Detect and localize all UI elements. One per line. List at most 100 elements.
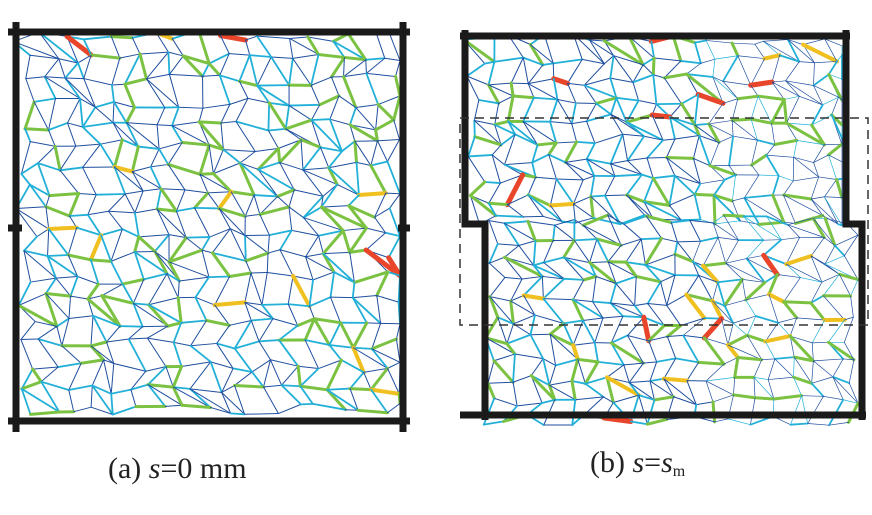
contact-force-line [364,57,386,61]
contact-force-line [48,98,56,131]
contact-force-line [742,279,766,283]
contact-force-line [824,196,843,226]
contact-force-line [488,256,505,264]
contact-force-line [694,39,707,44]
contact-force-line [168,73,180,108]
contact-force-line [319,205,368,230]
contact-force-line [110,36,121,59]
contact-force-line [232,367,253,373]
contact-force-line [166,272,181,282]
contact-force-line [279,161,295,191]
contact-force-line [522,120,539,146]
contact-force-line [217,189,234,211]
contact-force-line [66,253,93,262]
contact-force-line [59,145,77,171]
contact-force-line [789,317,798,337]
contact-force-line [349,106,357,126]
contact-force-line [244,213,261,217]
contact-force-line [704,337,729,346]
contact-force-line [660,274,676,283]
contact-force-line [488,182,501,204]
contact-force-line [777,317,798,324]
contact-force-line [622,133,629,162]
contact-force-line [322,252,356,284]
contact-force-line [589,39,605,42]
contact-force-line [810,237,825,257]
contact-force-line [64,77,96,108]
contact-force-line [632,73,655,84]
contact-force-line [158,142,183,150]
contact-force-line [318,235,324,255]
contact-force-line [356,161,372,167]
contact-force-line [807,423,830,426]
contact-force-line [189,388,232,414]
contact-force-line [571,343,580,362]
contact-force-line [204,318,232,327]
contact-force-line [156,187,162,210]
contact-force-line [725,258,747,264]
contact-force-line [351,281,356,299]
caption-b-eq: = [644,446,662,479]
contact-force-line [302,217,344,232]
contact-force-line [705,380,734,396]
contact-force-line [318,359,342,370]
contact-force-line [709,142,720,167]
contact-force-line [623,364,630,384]
contact-force-line [531,153,550,164]
contact-force-line [365,227,387,234]
contact-force-line [661,237,678,243]
contact-force-line [75,226,103,237]
contact-force-line [468,180,487,197]
contact-force-line [503,220,529,225]
contact-force-line [506,194,529,206]
contact-force-line [112,122,139,148]
contact-force-line [244,234,247,262]
contact-force-line [267,101,288,131]
contact-force-line [549,121,573,125]
contact-force-line [556,99,573,125]
contact-force-line [843,234,859,257]
contact-force-line [610,160,629,165]
contact-force-line [106,338,130,343]
contact-force-line [796,140,825,146]
contact-force-line [488,82,512,86]
contact-force-line [810,255,823,283]
contact-force-line [661,376,689,383]
contact-force-line [147,303,183,324]
contact-force-line [666,336,677,359]
contact-force-line [67,254,79,278]
contact-force-line [317,229,345,237]
contact-force-line [601,415,634,425]
contact-force-line [798,61,815,64]
contact-force-line [258,340,271,361]
contact-force-line [583,360,600,386]
contact-force-line [750,397,756,426]
contact-force-line [100,294,135,305]
contact-force-line [680,102,697,127]
contact-force-line [722,80,739,100]
contact-force-line [787,39,815,64]
contact-force-line [736,94,760,101]
contact-force-line [714,55,739,60]
contact-force-line [349,124,356,142]
contact-force-line [695,401,714,406]
contact-force-line [676,241,694,262]
contact-force-line [731,42,756,45]
contact-force-line [743,174,760,199]
contact-force-line [318,94,341,107]
contact-force-line [554,219,575,226]
contact-force-line [167,51,171,76]
contact-force-line [756,139,776,146]
contact-force-line [468,193,498,218]
contact-force-line [110,260,124,285]
contact-force-line [824,263,840,275]
contact-force-line [783,194,824,216]
contact-force-line [554,224,575,241]
contact-force-line [221,384,236,393]
contact-force-line [257,161,281,171]
contact-force-line [303,317,316,342]
contact-force-line [75,143,101,147]
contact-force-line [684,292,707,321]
contact-force-line [708,120,733,125]
contact-force-line [233,340,260,350]
